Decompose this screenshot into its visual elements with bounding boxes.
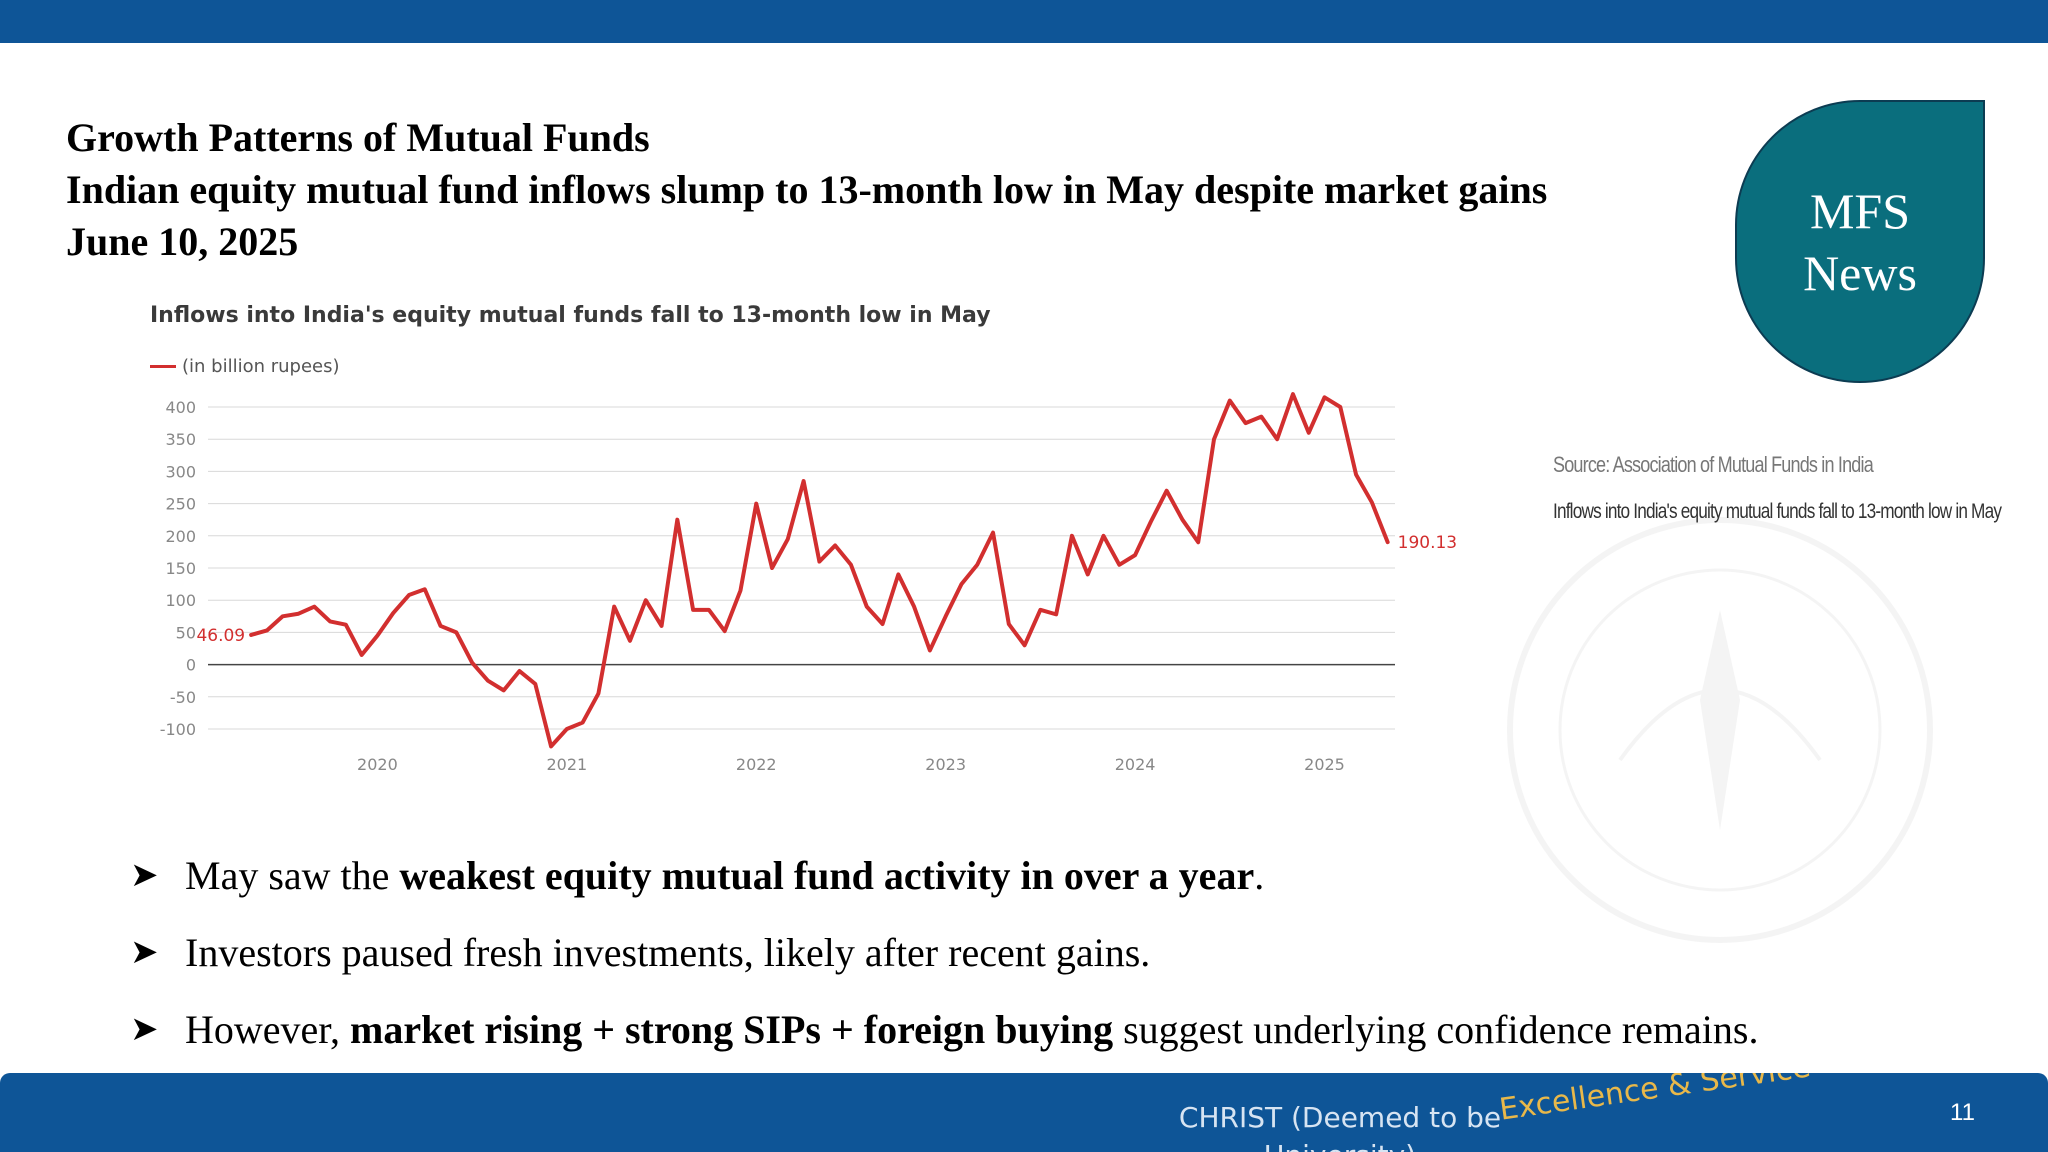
footer-motto: Excellence & Service (1497, 1073, 1813, 1128)
data-label-first: 46.09 (196, 626, 245, 646)
chart-title: Inflows into India's equity mutual funds… (150, 303, 991, 328)
y-tick-label: 350 (165, 430, 196, 449)
badge-line-1: MFS (1809, 182, 1911, 239)
x-tick-label: 2020 (357, 755, 398, 774)
chart-canvas: 400 350 300 250 200 150 100 50 0 -50 -100 2020 2021 2… (160, 392, 1457, 774)
university-seal-watermark (1507, 517, 1933, 943)
y-tick-label: 400 (165, 398, 196, 417)
badge-line-2: News (1803, 244, 1917, 301)
y-tick-label: 150 (165, 559, 196, 578)
y-tick-label: -50 (170, 688, 196, 707)
mfs-news-badge: MFS News (1735, 100, 1985, 383)
y-tick-label: 100 (165, 591, 196, 610)
bullet-item: ➤ May saw the weakest equity mutual fund… (130, 850, 1758, 927)
source-text: Source: Association of Mutual Funds in I… (1553, 452, 1874, 477)
arrowhead-bullet-icon: ➤ (130, 1011, 159, 1048)
inflows-chart: 400 350 300 250 200 150 100 50 0 -50 -100 2020 2021 2… (140, 295, 1460, 785)
y-tick-label: 250 (165, 495, 196, 514)
x-tick-label: 2025 (1304, 755, 1345, 774)
x-tick-label: 2021 (546, 755, 587, 774)
news-headline: Indian equity mutual fund inflows slump … (66, 167, 1548, 212)
top-banner (0, 0, 2048, 43)
y-tick-label: 0 (186, 656, 196, 675)
bullet-text: Investors paused fresh investments, like… (185, 930, 1151, 975)
footer-banner: CHRIST (Deemed to be University) Excelle… (0, 1073, 2048, 1152)
bullet-item: ➤ However, market rising + strong SIPs +… (130, 1004, 1758, 1081)
chart-legend: (in billion rupees) (150, 356, 340, 377)
legend-line-swatch (150, 365, 176, 368)
arrowhead-bullet-icon: ➤ (130, 934, 159, 971)
x-tick-label: 2023 (925, 755, 966, 774)
y-tick-label: 50 (176, 623, 196, 642)
chart-source-note: Source: Association of Mutual Funds in I… (1553, 452, 2002, 524)
y-tick-label: -100 (160, 720, 196, 739)
y-tick-label: 300 (165, 462, 196, 481)
footer-university: CHRIST (Deemed to be University) (1178, 1101, 1502, 1152)
bullet-list: ➤ May saw the weakest equity mutual fund… (130, 850, 1758, 1081)
slide-heading: Growth Patterns of Mutual Funds Indian e… (66, 112, 1547, 268)
y-tick-label: 200 (165, 527, 196, 546)
data-label-last: 190.13 (1398, 533, 1457, 553)
slide-title: Growth Patterns of Mutual Funds (66, 115, 650, 160)
arrowhead-bullet-icon: ➤ (130, 857, 159, 894)
x-tick-label: 2024 (1115, 755, 1156, 774)
x-tick-label: 2022 (736, 755, 777, 774)
news-date: June 10, 2025 (66, 219, 299, 264)
legend-label: (in billion rupees) (182, 356, 340, 377)
bullet-text: However, market rising + strong SIPs + f… (185, 1007, 1759, 1052)
slide-number: 11 (1950, 1099, 1975, 1126)
bullet-item: ➤ Investors paused fresh investments, li… (130, 927, 1758, 1004)
inflow-series-line (249, 392, 1390, 749)
bullet-text: May saw the weakest equity mutual fund a… (185, 853, 1265, 898)
source-caption: Inflows into India's equity mutual funds… (1553, 500, 2002, 523)
